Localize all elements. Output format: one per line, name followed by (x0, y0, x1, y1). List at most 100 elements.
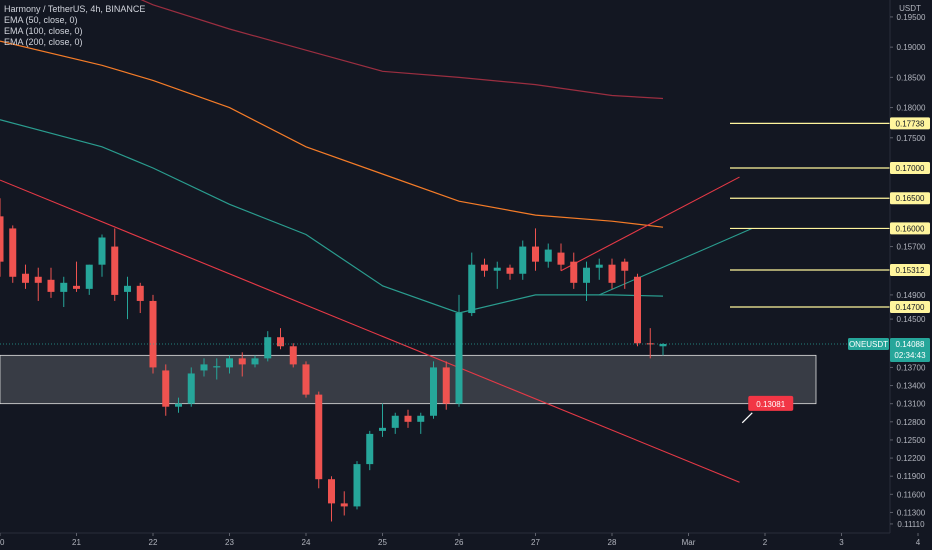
candle-body (9, 228, 17, 277)
candle (417, 412, 425, 434)
candle (175, 397, 182, 413)
price-tick-label: 0.11300 (897, 508, 926, 517)
candle-body (455, 313, 463, 404)
candle (583, 261, 590, 301)
price-tick-label: 0.12800 (897, 418, 926, 427)
time-tick-label: 22 (149, 538, 158, 547)
legend-ema100: EMA (100, close, 0) (4, 26, 83, 36)
candle (226, 355, 233, 374)
candle-body (519, 246, 527, 274)
trendline-1 (0, 179, 740, 483)
candle-body (98, 237, 106, 265)
candle (289, 343, 297, 368)
candle (328, 476, 335, 522)
candle (455, 294, 463, 407)
ema-line-2 (0, 40, 664, 228)
time-tick-label: 4 (916, 538, 921, 547)
chart-legend: Harmony / TetherUS, 4h, BINANCE EMA (50,… (4, 4, 145, 48)
candle (111, 228, 119, 301)
candle-body (200, 364, 208, 371)
candle (557, 243, 565, 271)
candle-body (124, 285, 131, 292)
candle-body (481, 264, 488, 271)
price-tick-label: 0.17500 (897, 134, 926, 143)
candle (353, 461, 361, 510)
candle-body (73, 285, 80, 289)
candle (315, 391, 323, 489)
candle (302, 361, 310, 398)
candle-body (111, 246, 119, 295)
time-tick-label: 28 (608, 538, 617, 547)
price-tick-label: 0.18000 (897, 104, 926, 113)
time-tick-label: 27 (531, 538, 540, 547)
price-tick-label: 0.11110 (897, 520, 925, 529)
level-price-tag (890, 161, 930, 174)
candle-body (162, 370, 170, 407)
time-tick-label: 25 (378, 538, 387, 547)
level-price-label: 0.17738 (896, 119, 925, 128)
candle (98, 234, 106, 277)
currency-label: USDT (899, 4, 921, 13)
candle (493, 261, 501, 289)
candle (47, 267, 55, 298)
price-tick-label: 0.13100 (897, 400, 926, 409)
candle-body (136, 285, 144, 301)
candle-body (595, 264, 603, 268)
price-tick-label: 0.15700 (897, 243, 926, 252)
candle (519, 240, 527, 280)
candle (200, 358, 208, 377)
candle (149, 294, 157, 374)
candle-body (47, 279, 55, 292)
time-tick-label: 24 (302, 538, 311, 547)
candle-body (366, 433, 374, 465)
candle (34, 267, 42, 301)
annotation-pointer (741, 412, 753, 424)
candle (544, 243, 552, 268)
price-tick-label: 0.13700 (897, 363, 926, 372)
candle (187, 367, 195, 407)
candle (277, 328, 284, 350)
candle-body (442, 367, 450, 404)
level-price-label: 0.16500 (896, 194, 925, 203)
candle-body (557, 252, 565, 265)
candle-body (404, 415, 412, 422)
candle-body (646, 343, 654, 345)
candle (264, 331, 272, 362)
candle (659, 343, 667, 356)
price-tick-label: 0.19500 (897, 13, 926, 22)
time-tick-label: Mar (682, 538, 696, 547)
candle (85, 264, 93, 295)
candle-body (226, 358, 233, 368)
candle-body (0, 216, 4, 262)
candle-body (506, 267, 514, 274)
candle-body (391, 415, 399, 428)
candle-body (315, 394, 323, 480)
candle-body (251, 358, 259, 365)
candle (0, 198, 4, 277)
level-price-label: 0.16000 (896, 224, 925, 233)
ticker-label: ONEUSDT (849, 340, 888, 349)
candle (608, 258, 616, 289)
candle-body (34, 276, 42, 283)
candle-body (213, 366, 221, 368)
candle-body (264, 337, 272, 359)
level-price-label: 0.17000 (896, 164, 925, 173)
candle-body (149, 300, 157, 368)
candle-body (544, 249, 552, 262)
legend-symbol: Harmony / TetherUS, 4h, BINANCE (4, 4, 146, 14)
candle-body (493, 267, 501, 271)
candle-body (659, 343, 667, 347)
price-tick-label: 0.14900 (897, 291, 926, 300)
legend-ema200: EMA (200, close, 0) (4, 37, 83, 47)
time-tick-label: 2 (763, 538, 768, 547)
candle-body (328, 479, 335, 504)
candle-body (175, 403, 182, 407)
candle (391, 412, 399, 434)
candle (532, 228, 539, 271)
candle (340, 491, 348, 516)
candle (60, 276, 68, 307)
candle (251, 355, 259, 368)
candle (570, 252, 578, 289)
candle (481, 258, 488, 277)
